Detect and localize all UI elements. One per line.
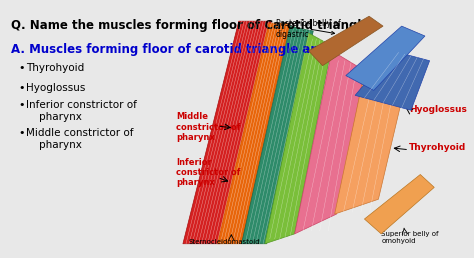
Text: •: •	[18, 100, 25, 110]
Text: Middle constrictor of
    pharynx: Middle constrictor of pharynx	[26, 128, 133, 150]
Polygon shape	[295, 51, 365, 234]
Polygon shape	[365, 174, 434, 234]
Polygon shape	[346, 26, 425, 90]
Polygon shape	[265, 33, 332, 244]
Polygon shape	[183, 21, 271, 244]
Text: Superior belly of
omohyoid: Superior belly of omohyoid	[381, 231, 439, 244]
Text: Middle
constrictor of
pharynx: Middle constrictor of pharynx	[176, 112, 241, 142]
Polygon shape	[309, 16, 383, 66]
Polygon shape	[355, 51, 429, 110]
Text: Thyrohyoid: Thyrohyoid	[409, 143, 466, 152]
Text: Thyrohyoid: Thyrohyoid	[26, 63, 84, 73]
Polygon shape	[335, 72, 401, 214]
Text: Posterior belly of
digastric: Posterior belly of digastric	[276, 19, 341, 39]
Text: Inferior constrictor of
    pharynx: Inferior constrictor of pharynx	[26, 100, 137, 122]
Polygon shape	[242, 26, 313, 244]
Text: •: •	[18, 83, 25, 93]
Text: Hyoglossus: Hyoglossus	[26, 83, 85, 93]
Text: •: •	[18, 63, 25, 73]
Text: Inferior
constrictor of
pharynx: Inferior constrictor of pharynx	[176, 158, 241, 188]
Text: •: •	[18, 128, 25, 138]
Text: Sternocleidomastoid: Sternocleidomastoid	[189, 239, 261, 245]
Text: Hyoglossus: Hyoglossus	[409, 105, 467, 114]
Text: Q. Name the muscles forming floor of Carotid triangle.: Q. Name the muscles forming floor of Car…	[11, 19, 374, 32]
Polygon shape	[218, 23, 290, 244]
Text: A. Muscles forming floor of carotid triangle are:: A. Muscles forming floor of carotid tria…	[11, 43, 329, 56]
